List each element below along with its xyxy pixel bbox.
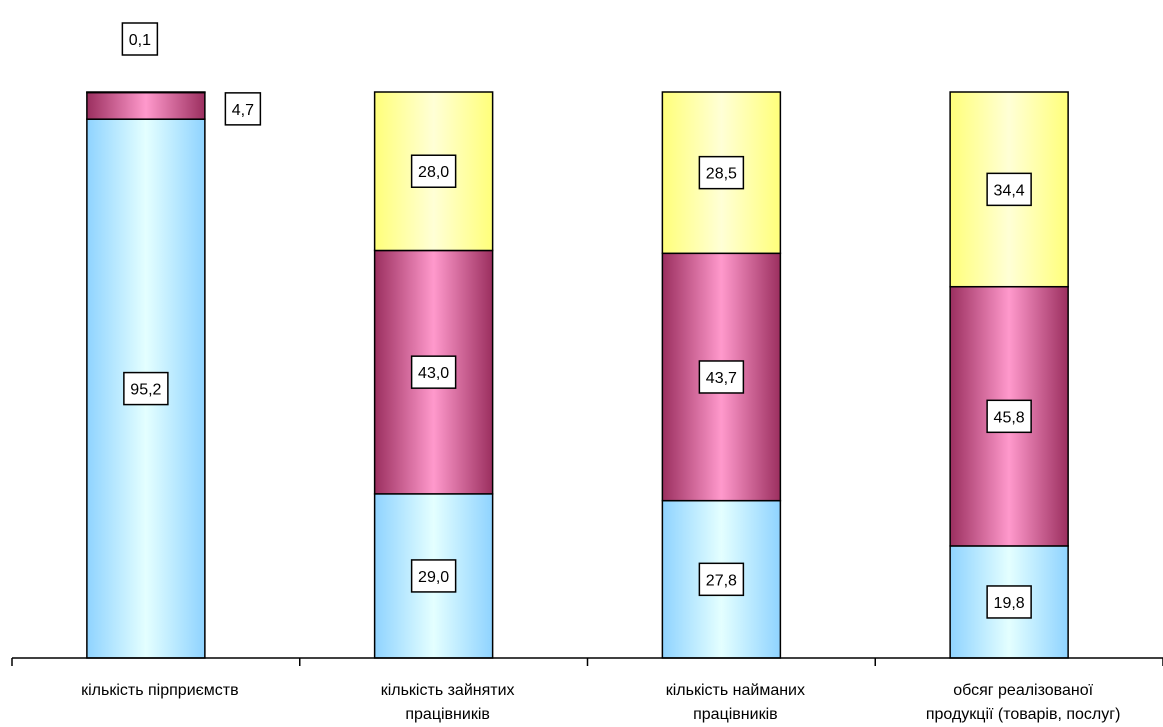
x-tick-label: кількість найманих працівників [666,682,805,723]
data-label: 28,0 [418,164,449,181]
bar-segment [86,91,206,120]
data-label-box [410,355,457,389]
data-label: 0,1 [129,32,151,49]
data-label-box [698,155,745,190]
x-tick-label-line: кількість пірприємств [81,682,239,699]
data-label: 43,7 [706,370,737,387]
x-tick-label: кількість пірприємств [81,682,239,699]
x-axis-ticks [11,658,1163,666]
bar-segment [949,545,1069,659]
x-axis-tick-labels: кількість пірприємств кількість зайнятих п… [81,682,1120,723]
x-tick-label-line: працівників [405,706,490,723]
data-label: 95,2 [130,382,161,399]
x-tick-label: кількість зайнятих працівників [381,682,515,723]
x-tick-label-line: кількість зайнятих [381,682,515,699]
data-label-box [986,585,1032,619]
data-label-box [698,360,745,394]
data-label: 4,7 [232,102,254,119]
data-label: 19,8 [994,595,1025,612]
data-label: 29,0 [418,569,449,586]
data-label-box [698,562,745,597]
x-tick-label-line: обсяг реалізованої [953,682,1093,699]
data-label: 28,5 [706,166,737,183]
data-label: 45,8 [994,409,1025,426]
x-tick-label-line: кількість найманих [666,682,805,699]
data-labels-group: 95,2 4,7 0,1 29,0 43,0 28,0 27,8 43,7 28,5 19,8 45… [121,22,1032,619]
data-label-box [986,172,1032,207]
data-label: 43,0 [418,365,449,382]
data-label: 27,8 [706,572,737,589]
data-label-box [123,371,169,406]
x-tick-label-line: працівників [693,706,778,723]
data-label-box [410,154,457,188]
data-label-box [986,399,1032,434]
data-label-box [121,22,159,56]
x-tick-label: обсяг реалізованої продукції (товарів, по… [926,682,1121,723]
x-tick-label-line: продукції (товарів, послуг) [926,706,1121,723]
bar-segment [86,91,206,94]
bars-group [86,91,1069,659]
data-label-box [410,559,457,593]
data-label-box [224,92,262,126]
data-label: 34,4 [994,182,1025,199]
